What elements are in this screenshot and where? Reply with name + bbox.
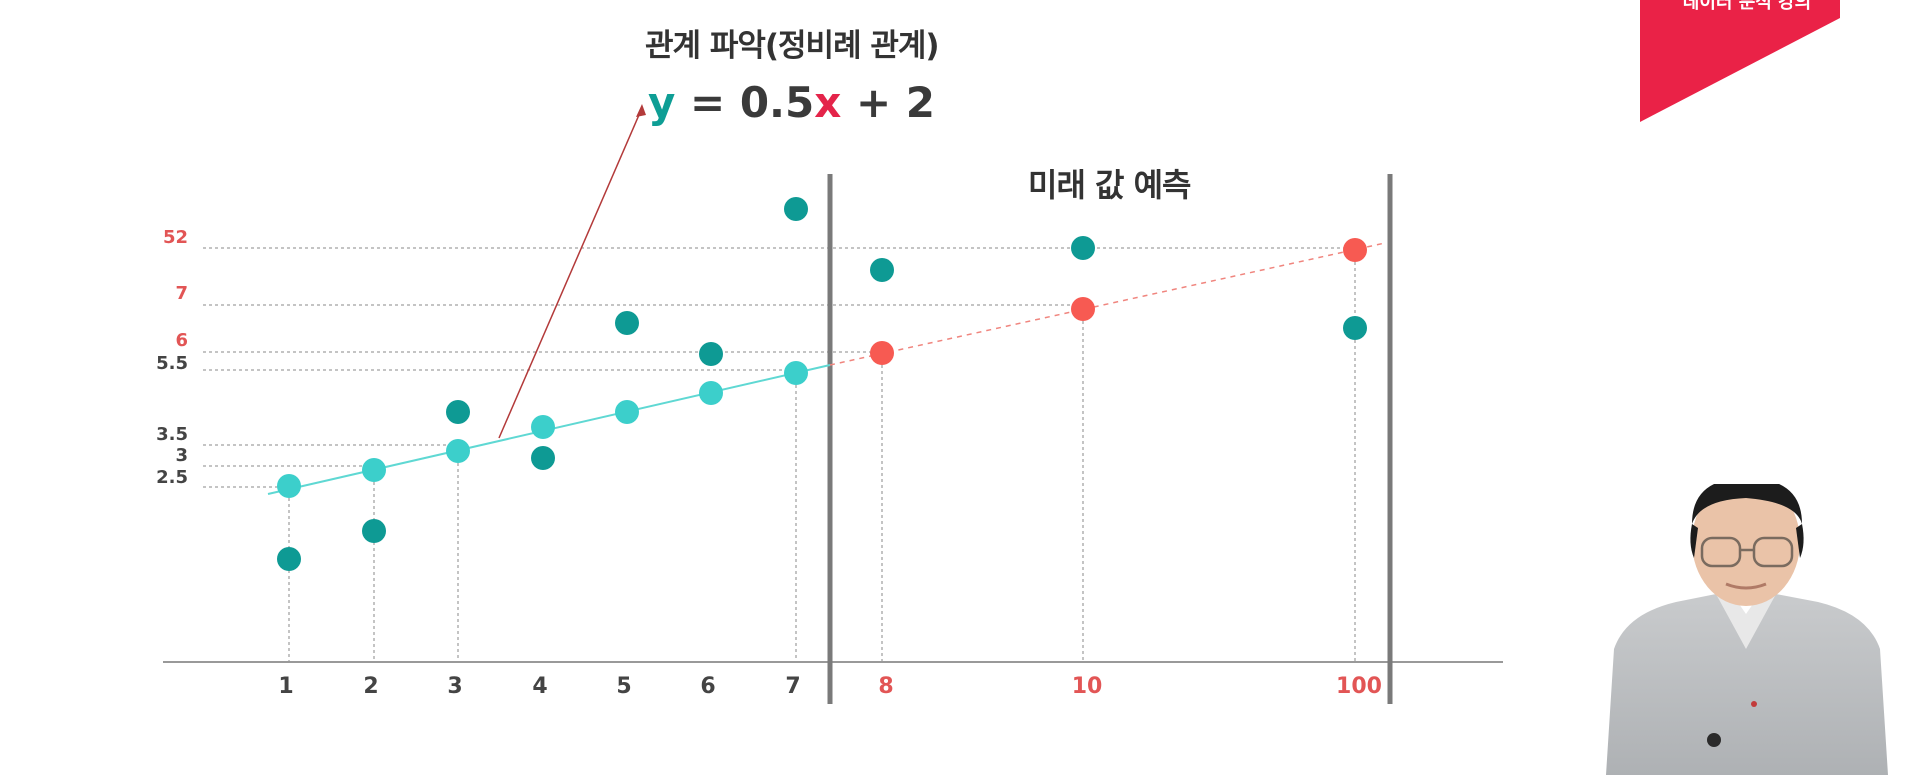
x-tick-8: 8 xyxy=(878,674,893,699)
badge-shape-icon xyxy=(1640,0,1840,122)
badge-text: 데이터 분석 강의 xyxy=(1682,0,1812,13)
corner-badge xyxy=(1640,0,1840,125)
x-tick-4: 4 xyxy=(532,674,547,699)
equation-middle: = 0.5 xyxy=(675,78,815,127)
equation-x-var: x xyxy=(814,78,842,127)
presenter-video xyxy=(1596,484,1896,775)
presenter-figure-icon xyxy=(1606,484,1888,775)
equation-arrow-head xyxy=(636,104,646,117)
observed-point-1 xyxy=(277,547,301,571)
fitted-point-1 xyxy=(277,474,301,498)
x-tick-100: 100 xyxy=(1336,674,1382,699)
y-label-2.5: 2.5 xyxy=(156,467,188,488)
chart-marks xyxy=(267,104,1386,571)
x-tick-10: 10 xyxy=(1072,674,1103,699)
fitted-point-7 xyxy=(784,361,808,385)
fitted-point-4 xyxy=(531,415,555,439)
x-tick-3: 3 xyxy=(447,674,462,699)
fitted-point-3 xyxy=(446,439,470,463)
x-tick-2: 2 xyxy=(363,674,378,699)
observed-point-4 xyxy=(531,446,555,470)
fitted-point-6 xyxy=(699,381,723,405)
predicted-point-1 xyxy=(870,341,894,365)
y-label-3.5: 3.5 xyxy=(156,424,188,445)
x-tick-1: 1 xyxy=(278,674,293,699)
regression-equation: y = 0.5x + 2 xyxy=(648,78,935,127)
equation-y-var: y xyxy=(648,78,676,127)
observed-point-9 xyxy=(1071,236,1095,260)
chart-title: 관계 파악(정비례 관계) xyxy=(645,28,940,64)
y-label-7: 7 xyxy=(175,283,188,304)
predicted-point-2 xyxy=(1071,297,1095,321)
y-label-6: 6 xyxy=(175,330,188,351)
observed-point-8 xyxy=(870,258,894,282)
axes xyxy=(163,174,1503,704)
fitted-point-5 xyxy=(615,400,639,424)
guide-lines xyxy=(203,247,1356,661)
predicted-point-3 xyxy=(1343,238,1367,262)
observed-point-6 xyxy=(699,342,723,366)
observed-point-5 xyxy=(615,311,639,335)
equation-tail: + 2 xyxy=(841,78,935,127)
equation-arrow-line xyxy=(498,107,643,439)
x-tick-7: 7 xyxy=(785,674,800,699)
x-tick-5: 5 xyxy=(616,674,631,699)
x-tick-6: 6 xyxy=(700,674,715,699)
observed-point-10 xyxy=(1343,316,1367,340)
regression-line-extrapolated xyxy=(829,242,1386,366)
y-label-5.5: 5.5 xyxy=(156,353,188,374)
y-label-52: 52 xyxy=(163,227,188,248)
y-label-3: 3 xyxy=(175,445,188,466)
observed-point-3 xyxy=(446,400,470,424)
fitted-point-2 xyxy=(362,458,386,482)
future-prediction-label: 미래 값 예측 xyxy=(1028,166,1191,204)
observed-point-7 xyxy=(784,197,808,221)
observed-point-2 xyxy=(362,519,386,543)
